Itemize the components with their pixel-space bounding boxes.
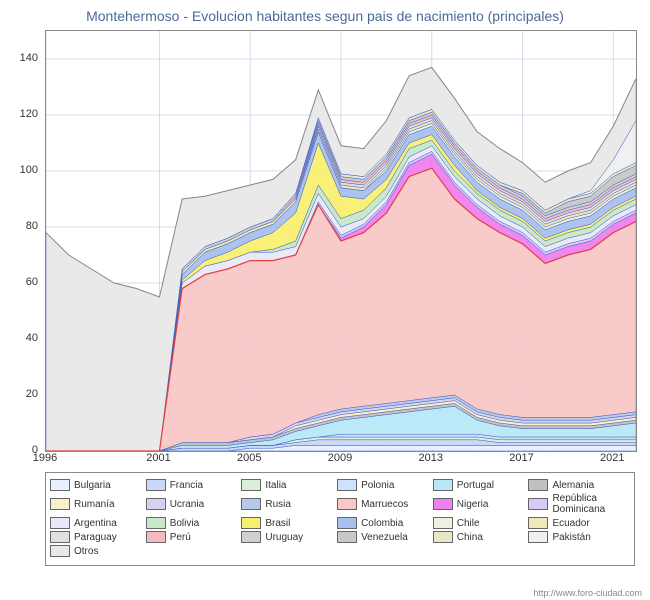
legend-label: Ucrania [170,499,204,510]
legend-label: Uruguay [265,532,303,543]
legend-label: Alemania [552,480,594,491]
legend-label: Italia [265,480,286,491]
legend-swatch [146,531,166,543]
legend-label: Chile [457,518,480,529]
plot-area [45,30,637,452]
legend-label: Ecuador [552,518,589,529]
x-tick: 2017 [509,452,533,464]
y-tick: 80 [26,220,38,232]
legend-swatch [50,531,70,543]
legend-item: Paraguay [50,531,146,543]
legend-label: Marruecos [361,499,408,510]
legend: Bulgaria Francia Italia Polonia Portugal Alem… [45,472,635,566]
legend-swatch [337,498,357,510]
legend-swatch [146,479,166,491]
x-tick: 2009 [328,452,352,464]
legend-label: Bulgaria [74,480,111,491]
legend-item: Marruecos [337,493,433,515]
legend-item: Francia [146,479,242,491]
legend-item: República Dominicana [528,493,624,515]
legend-label: Portugal [457,480,494,491]
legend-swatch [528,498,548,510]
legend-item: Bulgaria [50,479,146,491]
y-axis: 020406080100120140 [0,30,42,450]
y-tick: 40 [26,332,38,344]
attribution: http://www.foro-ciudad.com [533,588,642,598]
legend-item: Bolivia [146,517,242,529]
legend-label: Otros [74,546,98,557]
legend-swatch [337,479,357,491]
legend-swatch [241,531,261,543]
x-tick: 1996 [33,452,57,464]
legend-swatch [433,498,453,510]
y-tick: 20 [26,388,38,400]
x-tick: 2013 [419,452,443,464]
x-axis: 1996200120052009201320172021 [45,452,635,468]
legend-swatch [241,498,261,510]
legend-item: Italia [241,479,337,491]
plot-svg [46,31,636,451]
legend-label: Brasil [265,518,290,529]
legend-swatch [433,531,453,543]
legend-label: Perú [170,532,191,543]
legend-swatch [146,517,166,529]
legend-item: Colombia [337,517,433,529]
legend-swatch [50,498,70,510]
legend-swatch [50,545,70,557]
legend-label: Argentina [74,518,117,529]
legend-item: Perú [146,531,242,543]
chart-container: Montehermoso - Evolucion habitantes segu… [0,0,650,600]
legend-label: Rusia [265,499,291,510]
legend-swatch [50,479,70,491]
legend-label: Colombia [361,518,403,529]
legend-item: Pakistán [528,531,624,543]
legend-item: Argentina [50,517,146,529]
x-tick: 2021 [600,452,624,464]
legend-item: Brasil [241,517,337,529]
legend-label: República Dominicana [552,493,624,515]
legend-item: Nigeria [433,493,529,515]
legend-item: Ucrania [146,493,242,515]
legend-swatch [433,517,453,529]
legend-label: Bolivia [170,518,199,529]
legend-item: Rusia [241,493,337,515]
legend-item: Alemania [528,479,624,491]
legend-item: Chile [433,517,529,529]
legend-label: Nigeria [457,499,489,510]
y-tick: 140 [20,52,38,64]
y-tick: 60 [26,276,38,288]
legend-label: Francia [170,480,203,491]
y-tick: 100 [20,164,38,176]
legend-item: Rumanía [50,493,146,515]
legend-swatch [50,517,70,529]
legend-item: Otros [50,545,146,557]
legend-swatch [528,479,548,491]
legend-swatch [528,531,548,543]
legend-swatch [337,517,357,529]
legend-item: China [433,531,529,543]
legend-swatch [528,517,548,529]
legend-label: Venezuela [361,532,408,543]
chart-title: Montehermoso - Evolucion habitantes segu… [0,0,650,28]
legend-item: Uruguay [241,531,337,543]
legend-item: Portugal [433,479,529,491]
legend-item: Venezuela [337,531,433,543]
legend-swatch [146,498,166,510]
legend-swatch [433,479,453,491]
legend-swatch [241,479,261,491]
legend-item: Ecuador [528,517,624,529]
x-tick: 2005 [237,452,261,464]
legend-swatch [337,531,357,543]
legend-label: Pakistán [552,532,590,543]
y-tick: 120 [20,108,38,120]
legend-label: Paraguay [74,532,117,543]
legend-swatch [241,517,261,529]
x-tick: 2001 [146,452,170,464]
legend-label: Rumanía [74,499,115,510]
legend-label: Polonia [361,480,394,491]
legend-label: China [457,532,483,543]
legend-item: Polonia [337,479,433,491]
